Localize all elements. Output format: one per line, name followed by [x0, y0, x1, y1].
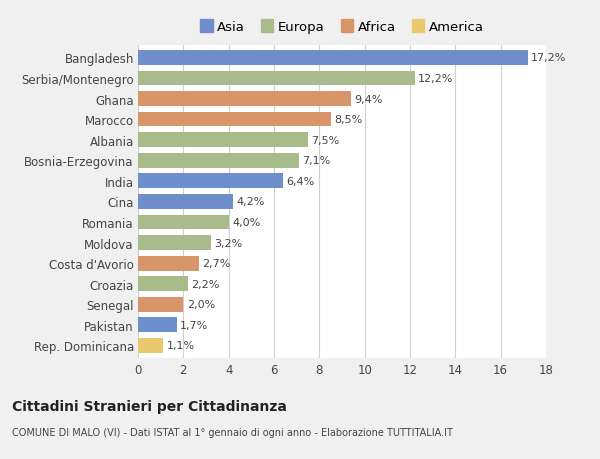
Text: 8,5%: 8,5% — [334, 115, 362, 125]
Bar — [138, 235, 211, 251]
Text: 2,2%: 2,2% — [191, 279, 220, 289]
Text: 12,2%: 12,2% — [418, 74, 454, 84]
Bar — [138, 215, 229, 230]
Text: 7,5%: 7,5% — [311, 135, 340, 146]
Bar — [138, 195, 233, 209]
Bar — [138, 92, 351, 106]
Bar — [138, 51, 528, 66]
Bar — [138, 112, 331, 127]
Legend: Asia, Europa, Africa, America: Asia, Europa, Africa, America — [200, 21, 484, 34]
Text: 1,7%: 1,7% — [180, 320, 208, 330]
Text: 7,1%: 7,1% — [302, 156, 331, 166]
Bar — [138, 71, 415, 86]
Bar — [138, 174, 283, 189]
Text: 17,2%: 17,2% — [531, 53, 566, 63]
Bar — [138, 338, 163, 353]
Text: 3,2%: 3,2% — [214, 238, 242, 248]
Bar — [138, 153, 299, 168]
Text: 2,0%: 2,0% — [187, 300, 215, 310]
Bar — [138, 318, 176, 333]
Text: 4,2%: 4,2% — [236, 197, 265, 207]
Bar — [138, 256, 199, 271]
Text: 1,1%: 1,1% — [166, 341, 194, 351]
Text: Cittadini Stranieri per Cittadinanza: Cittadini Stranieri per Cittadinanza — [12, 399, 287, 413]
Bar — [138, 297, 184, 312]
Text: 4,0%: 4,0% — [232, 218, 260, 228]
Text: 9,4%: 9,4% — [355, 94, 383, 104]
Text: 6,4%: 6,4% — [286, 176, 315, 186]
Bar — [138, 133, 308, 148]
Text: COMUNE DI MALO (VI) - Dati ISTAT al 1° gennaio di ogni anno - Elaborazione TUTTI: COMUNE DI MALO (VI) - Dati ISTAT al 1° g… — [12, 427, 453, 437]
Text: 2,7%: 2,7% — [203, 258, 231, 269]
Bar — [138, 277, 188, 291]
